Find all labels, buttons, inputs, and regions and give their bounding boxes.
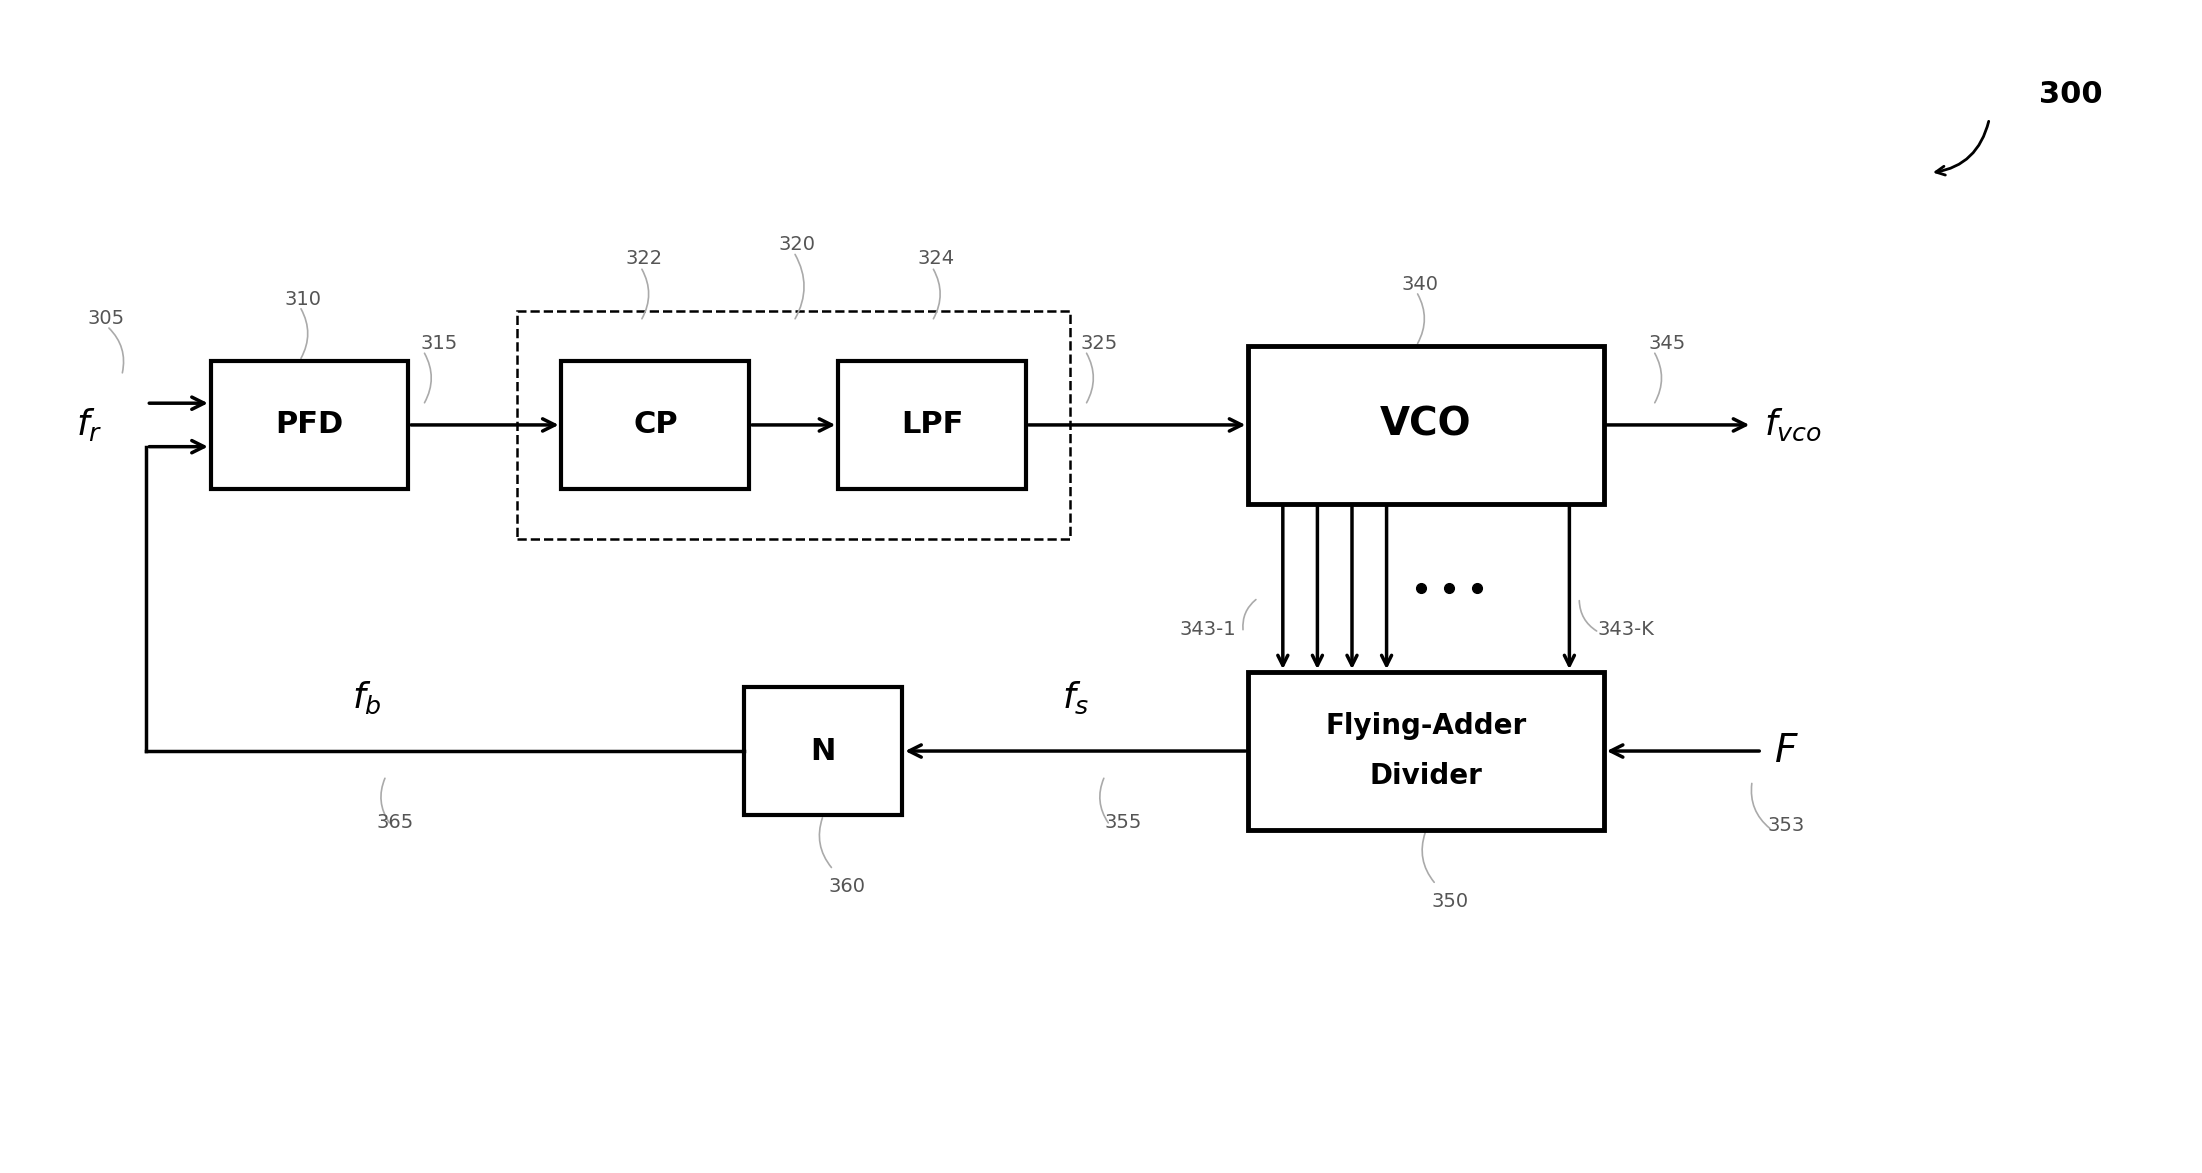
Text: 343-K: 343-K (1596, 621, 1654, 639)
Text: Flying-Adder: Flying-Adder (1326, 712, 1526, 740)
Text: Divider: Divider (1370, 761, 1482, 789)
Text: 350: 350 (1431, 893, 1469, 911)
Text: PFD: PFD (275, 411, 344, 440)
Text: 310: 310 (284, 291, 321, 310)
Text: 324: 324 (918, 249, 953, 267)
FancyArrowPatch shape (1936, 121, 1988, 175)
Bar (839, 361, 1026, 489)
Text: 353: 353 (1766, 816, 1803, 835)
Bar (1249, 672, 1603, 830)
Bar (744, 687, 903, 815)
Text: $\mathbf{\it{f_b}}$: $\mathbf{\it{f_b}}$ (352, 680, 381, 717)
Bar (562, 361, 749, 489)
Text: 300: 300 (2039, 80, 2103, 109)
Text: $\mathbf{\it{f_r}}$: $\mathbf{\it{f_r}}$ (75, 406, 101, 443)
Text: 365: 365 (377, 813, 414, 832)
Text: 320: 320 (780, 235, 817, 255)
Text: 305: 305 (88, 310, 123, 328)
Text: 322: 322 (625, 249, 663, 267)
Text: VCO: VCO (1381, 406, 1471, 443)
Text: 315: 315 (421, 334, 458, 353)
Text: $\mathbf{\it{F}}$: $\mathbf{\it{F}}$ (1775, 732, 1799, 769)
Text: 360: 360 (828, 877, 865, 896)
Text: 345: 345 (1649, 334, 1687, 353)
Text: 343-1: 343-1 (1178, 621, 1235, 639)
Text: $\mathbf{\it{f_{vco}}}$: $\mathbf{\it{f_{vco}}}$ (1764, 407, 1821, 443)
Bar (211, 361, 407, 489)
Text: 325: 325 (1081, 334, 1116, 353)
Text: 355: 355 (1105, 813, 1143, 832)
Text: 340: 340 (1400, 276, 1438, 294)
Text: LPF: LPF (901, 411, 962, 440)
Text: $\mathbf{\it{f_s}}$: $\mathbf{\it{f_s}}$ (1061, 680, 1090, 717)
Bar (517, 311, 1070, 538)
Text: N: N (810, 737, 837, 766)
Text: CP: CP (632, 411, 678, 440)
Bar (1249, 346, 1603, 504)
